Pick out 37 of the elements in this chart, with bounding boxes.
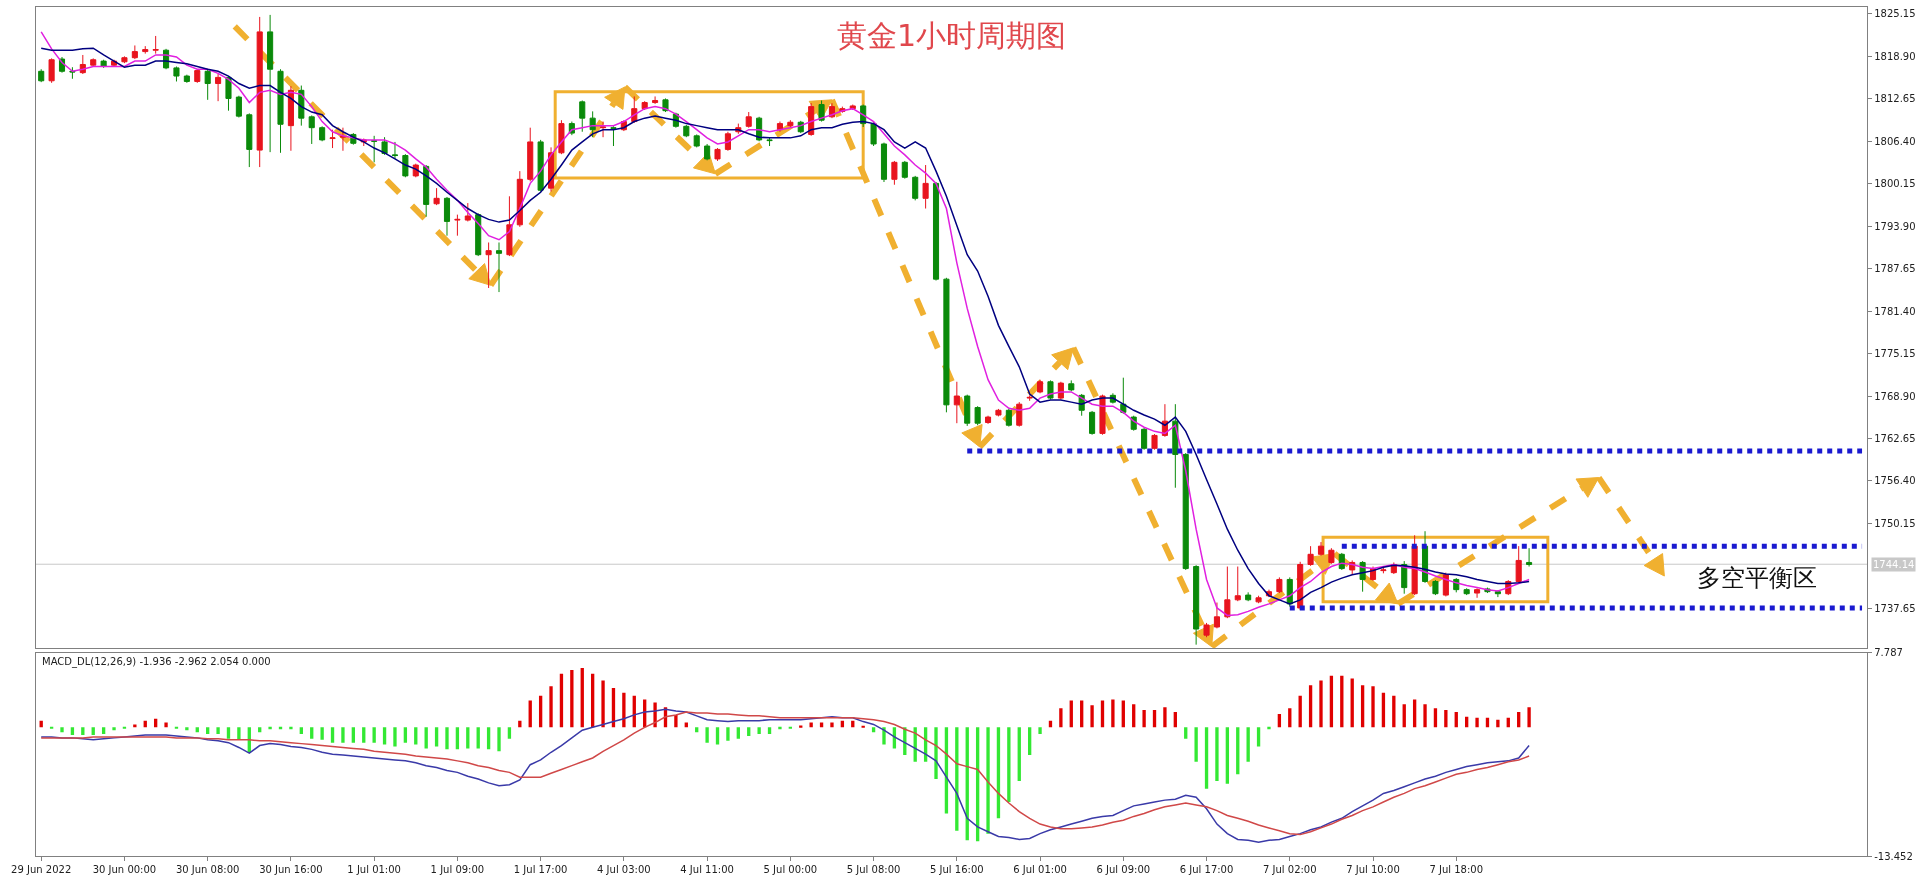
y-tick-label: 1800.15 bbox=[1874, 178, 1916, 190]
y-tick-label: 1818.90 bbox=[1874, 50, 1916, 62]
y-tick-label: 1787.65 bbox=[1874, 263, 1916, 275]
y-tick-label: 1806.40 bbox=[1874, 135, 1916, 147]
x-tick-label: 1 Jul 09:00 bbox=[430, 864, 485, 876]
y-tick-label: 1750.15 bbox=[1874, 517, 1916, 529]
y-tick-label: 1812.65 bbox=[1874, 93, 1916, 105]
x-tick-label: 1 Jul 01:00 bbox=[347, 864, 401, 876]
x-tick-label: 5 Jul 16:00 bbox=[930, 864, 984, 876]
x-tick-label: 30 Jun 08:00 bbox=[175, 864, 240, 876]
y-tick-label: 7.787 bbox=[1874, 647, 1903, 659]
x-tick-label: 5 Jul 08:00 bbox=[846, 864, 901, 876]
x-tick-label: 4 Jul 03:00 bbox=[597, 864, 651, 876]
x-tick-label: 7 Jul 02:00 bbox=[1262, 864, 1317, 876]
annotation: 多空平衡区 bbox=[1697, 564, 1817, 592]
x-tick-label: 29 Jun 2022 bbox=[11, 864, 72, 876]
x-tick-label: 7 Jul 18:00 bbox=[1429, 864, 1484, 876]
y-tick-label: -13.452 bbox=[1874, 850, 1913, 862]
chart-title: 黄金1小时周期图 bbox=[837, 18, 1067, 53]
x-tick-label: 6 Jul 01:00 bbox=[1013, 864, 1067, 876]
y-tick-label: 1756.40 bbox=[1874, 475, 1916, 487]
y-tick-label: 1781.40 bbox=[1874, 305, 1916, 317]
y-tick-label: 1775.15 bbox=[1874, 348, 1916, 360]
y-tick-label: 1825.15 bbox=[1874, 8, 1916, 20]
x-tick-label: 7 Jul 10:00 bbox=[1346, 864, 1400, 876]
x-tick-label: 6 Jul 09:00 bbox=[1096, 864, 1151, 876]
x-tick-label: 5 Jul 00:00 bbox=[763, 864, 818, 876]
x-tick-label: 6 Jul 17:00 bbox=[1179, 864, 1234, 876]
y-tick-label: 1737.65 bbox=[1874, 602, 1916, 614]
y-tick-label: 1793.90 bbox=[1874, 220, 1916, 232]
x-tick-label: 1 Jul 17:00 bbox=[513, 864, 568, 876]
y-tick-label: 1768.90 bbox=[1874, 390, 1916, 402]
x-tick-label: 30 Jun 16:00 bbox=[259, 864, 323, 876]
x-tick-label: 30 Jun 00:00 bbox=[92, 864, 157, 876]
y-tick-label: 1762.65 bbox=[1874, 432, 1916, 444]
chart-title: MACD_DL(12,26,9) -1.936 -2.962 2.054 0.000 bbox=[42, 656, 271, 668]
x-tick-label: 4 Jul 11:00 bbox=[680, 864, 734, 876]
